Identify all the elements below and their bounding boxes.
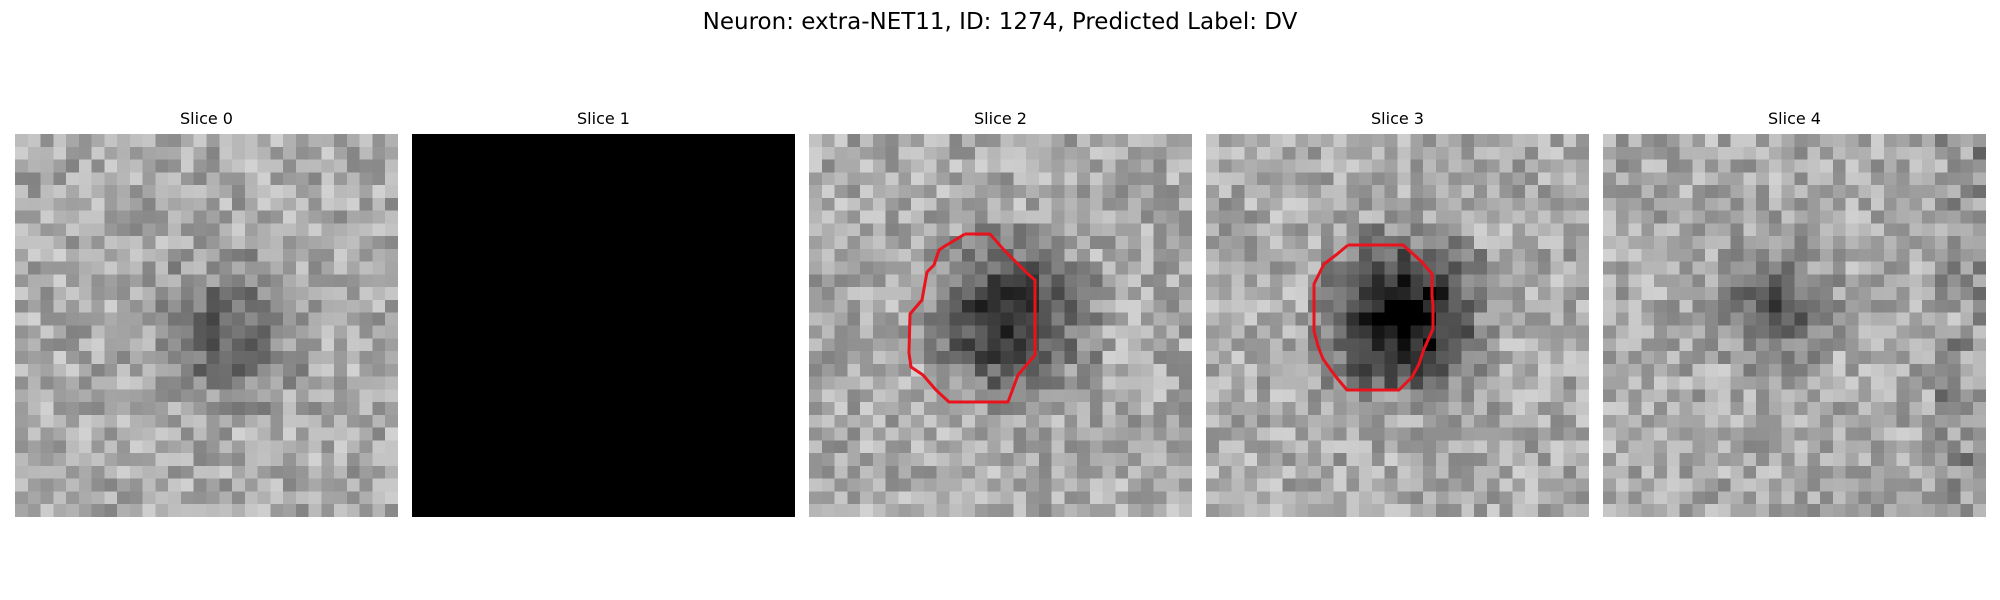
panel-title: Slice 0: [180, 109, 233, 128]
panel-slice-1: Slice 1: [412, 108, 795, 517]
slice-image-0: [15, 134, 398, 517]
slice-image: [412, 134, 795, 517]
panel-slice-0: Slice 0: [15, 108, 398, 517]
slice-image-4: [1603, 134, 1986, 517]
panel-slice-3: Slice 3: [1206, 108, 1589, 517]
slice-image-1: [412, 134, 795, 517]
roi-contour-2: [907, 232, 1037, 404]
figure-title: Neuron: extra-NET11, ID: 1274, Predicted…: [702, 9, 1298, 35]
slice-image: [809, 134, 1192, 517]
panel-slice-2: Slice 2: [809, 108, 1192, 517]
slice-image: [1206, 134, 1589, 517]
slice-image-2: [809, 134, 1192, 517]
roi-contour-line: [907, 232, 1037, 404]
roi-contour-3: [1312, 243, 1435, 392]
panel-title: Slice 2: [974, 109, 1027, 128]
panel-title: Slice 4: [1768, 109, 1821, 128]
panel-title: Slice 3: [1371, 109, 1424, 128]
slice-image: [1603, 134, 1986, 517]
slice-image: [15, 134, 398, 517]
roi-contour-line: [1312, 243, 1435, 392]
panel-title: Slice 1: [577, 109, 630, 128]
panel-slice-4: Slice 4: [1603, 108, 1986, 517]
slice-image-3: [1206, 134, 1589, 517]
